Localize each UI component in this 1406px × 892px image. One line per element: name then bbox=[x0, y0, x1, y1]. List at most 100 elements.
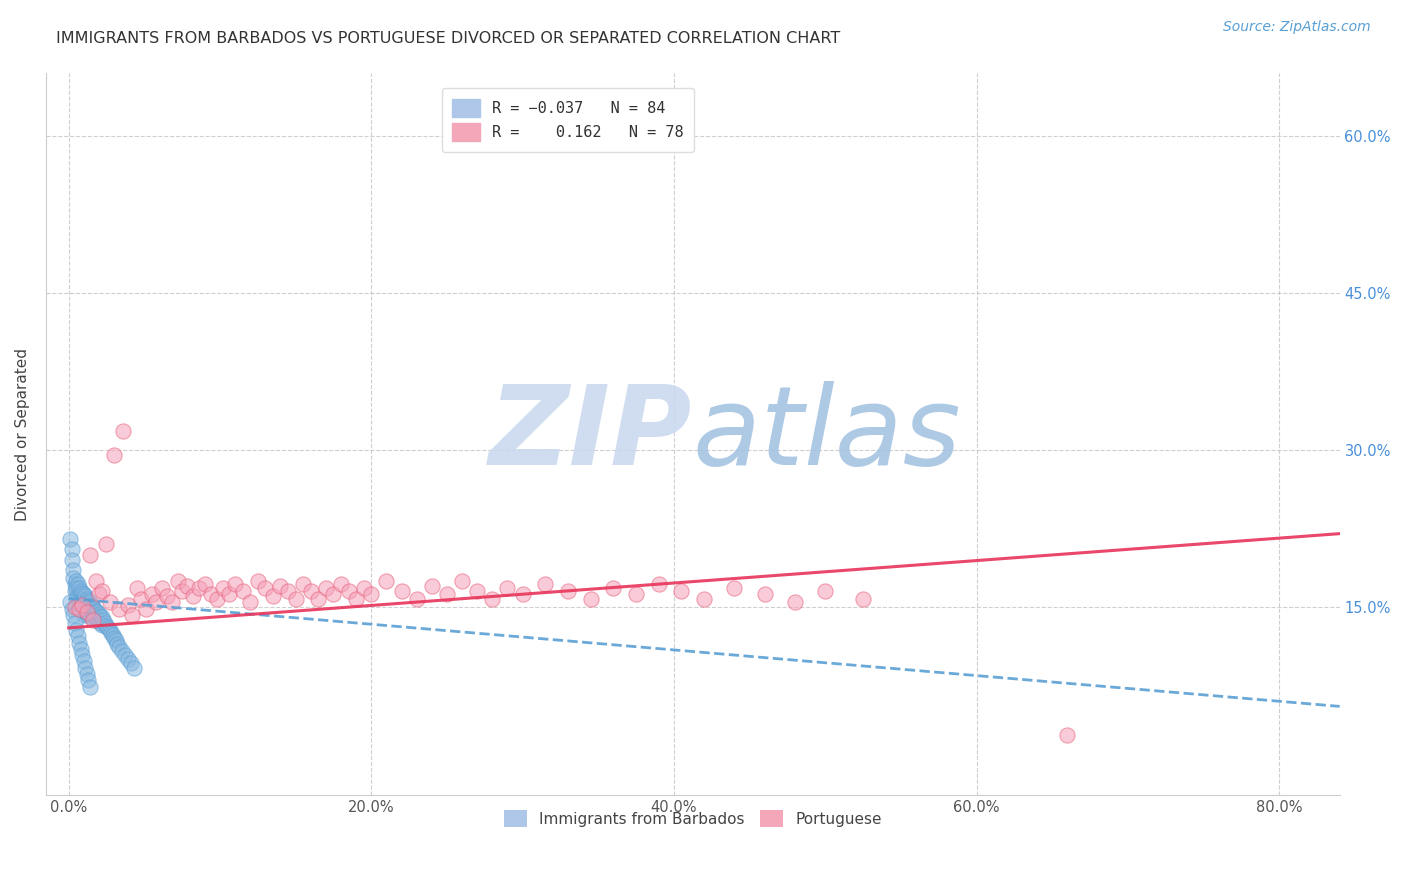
Point bbox=[63, 584, 86, 599]
Point bbox=[67, 590, 90, 604]
Point bbox=[66, 587, 89, 601]
Legend: Immigrants from Barbados, Portuguese: Immigrants from Barbados, Portuguese bbox=[496, 803, 889, 835]
Point bbox=[330, 577, 353, 591]
Point bbox=[671, 584, 693, 599]
Point bbox=[60, 602, 83, 616]
Point bbox=[63, 599, 86, 614]
Point bbox=[82, 607, 104, 622]
Point bbox=[76, 599, 98, 613]
Point bbox=[69, 591, 91, 606]
Point bbox=[579, 591, 602, 606]
Point bbox=[69, 599, 91, 614]
Point bbox=[299, 584, 322, 599]
Point bbox=[98, 595, 121, 609]
Point bbox=[91, 617, 114, 632]
Point bbox=[73, 654, 96, 668]
Point bbox=[125, 581, 148, 595]
Point bbox=[72, 598, 94, 612]
Point bbox=[65, 581, 87, 595]
Point bbox=[648, 577, 671, 591]
Point bbox=[63, 615, 86, 630]
Point bbox=[436, 587, 458, 601]
Point bbox=[693, 591, 716, 606]
Point bbox=[375, 574, 398, 588]
Point bbox=[534, 577, 557, 591]
Point bbox=[246, 574, 269, 588]
Point bbox=[105, 637, 128, 651]
Point bbox=[73, 587, 96, 601]
Point bbox=[76, 606, 98, 620]
Point bbox=[152, 581, 174, 595]
Point bbox=[121, 608, 143, 623]
Point bbox=[67, 581, 90, 595]
Point bbox=[62, 571, 84, 585]
Point bbox=[87, 614, 110, 628]
Point bbox=[83, 602, 105, 616]
Point bbox=[66, 595, 89, 609]
Point bbox=[82, 599, 104, 614]
Point bbox=[1056, 728, 1078, 742]
Point bbox=[129, 591, 152, 606]
Point bbox=[420, 579, 443, 593]
Point bbox=[218, 587, 240, 601]
Point bbox=[67, 598, 90, 612]
Point bbox=[239, 595, 262, 609]
Point bbox=[91, 610, 114, 624]
Point bbox=[73, 595, 96, 609]
Point bbox=[205, 591, 228, 606]
Point bbox=[107, 602, 129, 616]
Point bbox=[322, 587, 344, 601]
Point bbox=[59, 532, 82, 546]
Text: atlas: atlas bbox=[693, 381, 962, 488]
Point bbox=[65, 574, 87, 588]
Point bbox=[75, 661, 97, 675]
Point bbox=[76, 605, 98, 619]
Point bbox=[602, 581, 624, 595]
Point bbox=[84, 610, 107, 624]
Point bbox=[89, 615, 111, 630]
Point bbox=[103, 632, 125, 646]
Point bbox=[783, 595, 806, 609]
Text: IMMIGRANTS FROM BARBADOS VS PORTUGUESE DIVORCED OR SEPARATED CORRELATION CHART: IMMIGRANTS FROM BARBADOS VS PORTUGUESE D… bbox=[56, 31, 841, 46]
Point bbox=[77, 593, 100, 607]
Point bbox=[87, 587, 110, 601]
Point bbox=[93, 613, 115, 627]
Point bbox=[73, 608, 96, 623]
Point bbox=[59, 595, 82, 609]
Point bbox=[65, 591, 87, 606]
Point bbox=[82, 613, 104, 627]
Point bbox=[114, 648, 136, 662]
Point bbox=[112, 424, 135, 438]
Point bbox=[232, 584, 254, 599]
Point bbox=[307, 591, 329, 606]
Point bbox=[66, 577, 89, 591]
Point bbox=[391, 584, 413, 599]
Point bbox=[69, 584, 91, 599]
Point bbox=[284, 591, 307, 606]
Point bbox=[107, 640, 129, 654]
Point bbox=[84, 604, 107, 618]
Point bbox=[160, 595, 183, 609]
Point bbox=[67, 635, 90, 649]
Point bbox=[76, 667, 98, 681]
Point bbox=[100, 626, 122, 640]
Point bbox=[66, 629, 89, 643]
Point bbox=[465, 584, 488, 599]
Point bbox=[75, 590, 97, 604]
Point bbox=[79, 595, 101, 609]
Point bbox=[72, 586, 94, 600]
Point bbox=[84, 574, 107, 588]
Point bbox=[212, 581, 235, 595]
Point bbox=[135, 602, 157, 616]
Point bbox=[79, 602, 101, 616]
Point bbox=[117, 652, 139, 666]
Point bbox=[353, 581, 375, 595]
Point bbox=[496, 581, 519, 595]
Text: ZIP: ZIP bbox=[489, 381, 693, 488]
Point bbox=[86, 613, 108, 627]
Point bbox=[754, 587, 776, 601]
Point bbox=[62, 563, 84, 577]
Point bbox=[65, 623, 87, 637]
Point bbox=[122, 661, 145, 675]
Point bbox=[156, 590, 179, 604]
